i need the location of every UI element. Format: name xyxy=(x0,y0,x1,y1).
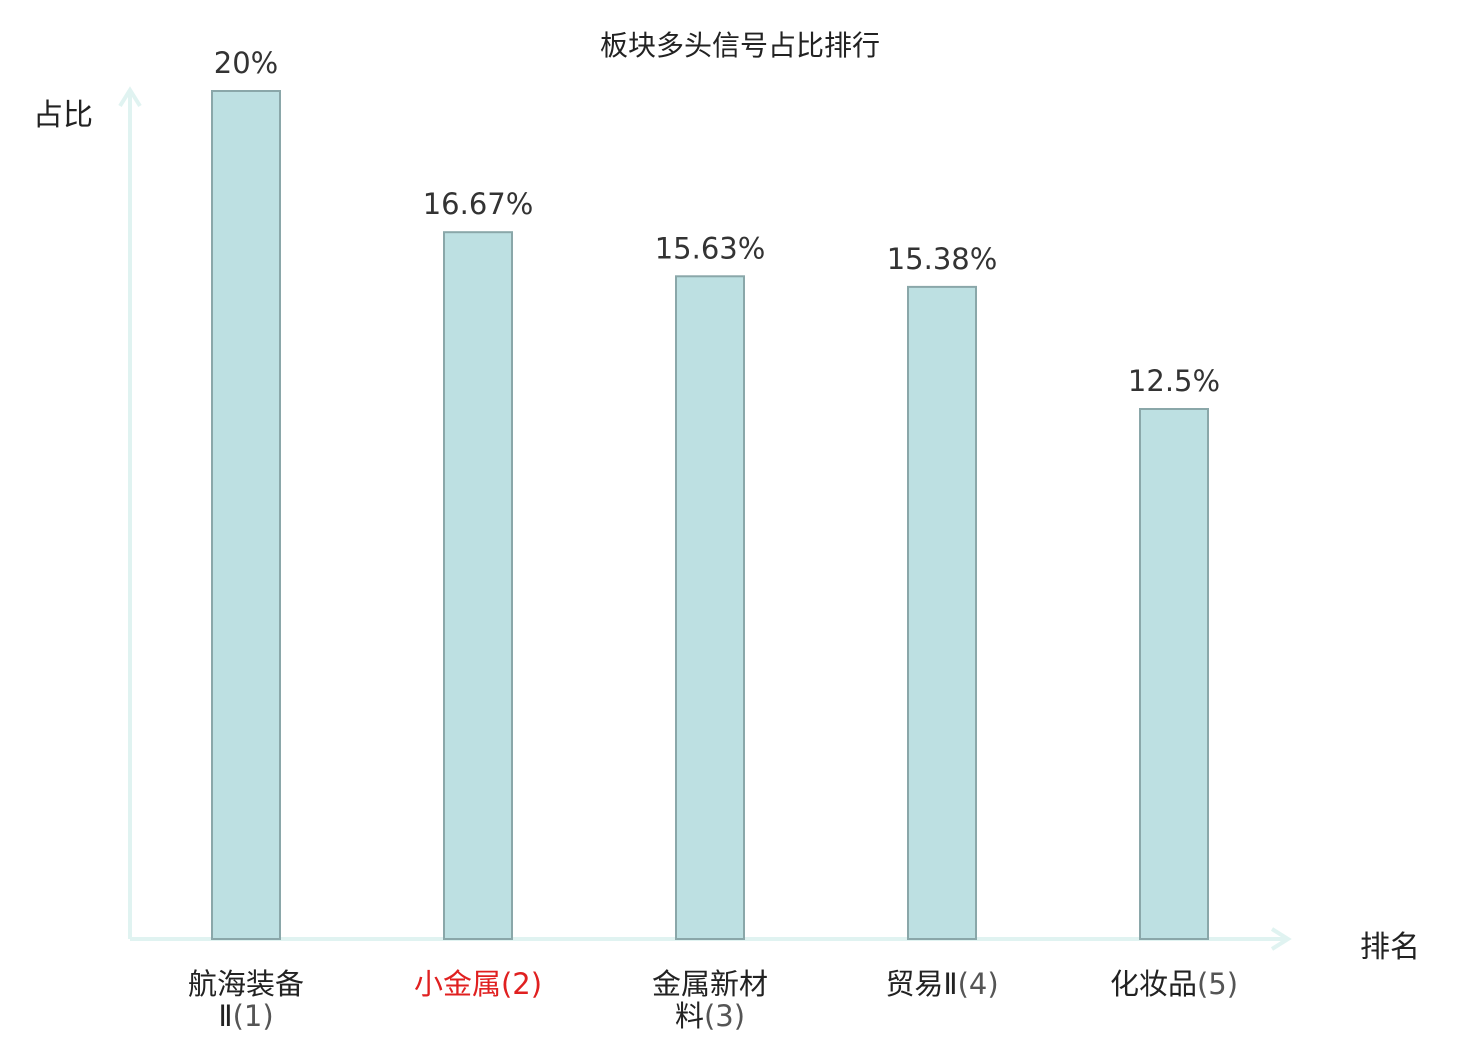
y-axis-label: 占比 xyxy=(33,98,93,133)
x-tick-label: 小金属(2) xyxy=(414,967,542,1001)
bar xyxy=(1139,408,1209,940)
bar xyxy=(907,285,977,940)
bar-value-label: 20% xyxy=(214,46,278,80)
x-tick-label: 金属新材料(3) xyxy=(652,967,768,1033)
x-tick-label: 贸易Ⅱ(4) xyxy=(885,967,998,1001)
bar xyxy=(211,90,281,940)
bar xyxy=(675,275,745,940)
x-axis-arrow xyxy=(1270,927,1292,951)
x-tick-label: 化妆品(5) xyxy=(1110,967,1238,1001)
y-axis-arrow xyxy=(118,86,142,108)
bar-value-label: 16.67% xyxy=(423,187,534,221)
bar-value-label: 15.38% xyxy=(887,242,998,276)
bar-value-label: 15.63% xyxy=(655,231,766,265)
x-axis-label: 排名 xyxy=(1360,930,1420,965)
x-tick-label: 航海装备 Ⅱ(1) xyxy=(188,967,304,1033)
bar xyxy=(443,231,513,940)
chart-title: 板块多头信号占比排行 xyxy=(599,29,880,62)
bar-value-label: 12.5% xyxy=(1128,364,1220,398)
